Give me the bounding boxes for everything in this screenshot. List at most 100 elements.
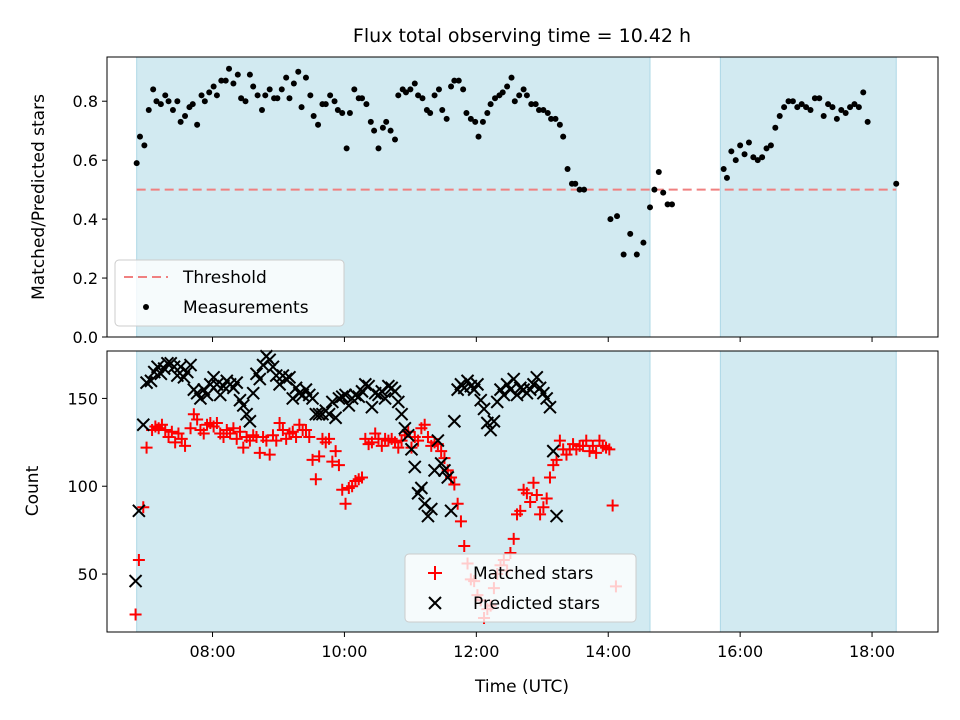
matched-star-point bbox=[448, 478, 461, 491]
legend-threshold-label: Threshold bbox=[182, 268, 267, 288]
predicted-star-point bbox=[506, 372, 521, 386]
measurement-point bbox=[283, 74, 290, 81]
matched-star-point bbox=[524, 496, 537, 509]
measurement-point bbox=[472, 118, 479, 125]
measurement-point bbox=[741, 151, 748, 158]
measurement-point bbox=[655, 168, 662, 175]
measurement-point bbox=[136, 133, 143, 140]
x-tick-label: 12:00 bbox=[453, 642, 499, 661]
measurement-point bbox=[463, 110, 470, 116]
measurement-point bbox=[246, 71, 253, 78]
measurement-point bbox=[504, 83, 511, 90]
measurement-point bbox=[627, 230, 634, 237]
measurement-point bbox=[359, 95, 366, 102]
bottom-legend: Matched stars Predicted stars bbox=[404, 553, 637, 623]
predicted-star-point bbox=[132, 504, 146, 518]
matched-star-point bbox=[365, 436, 378, 449]
measurement-point bbox=[664, 201, 671, 208]
legend-measurements-label: Measurements bbox=[183, 298, 309, 318]
matched-star-point bbox=[253, 446, 266, 459]
matched-star-point bbox=[606, 499, 619, 512]
measurement-point bbox=[286, 95, 293, 102]
matched-star-point bbox=[540, 492, 553, 505]
matched-star-point bbox=[175, 432, 188, 445]
matched-star-point bbox=[520, 487, 533, 500]
measurement-point bbox=[540, 107, 547, 114]
matched-star-point bbox=[435, 445, 448, 458]
measurement-point bbox=[499, 89, 506, 96]
measurement-point bbox=[511, 98, 518, 105]
measurement-point bbox=[153, 98, 160, 105]
observing-window-band bbox=[719, 56, 897, 338]
measurement-point bbox=[767, 142, 774, 149]
top-x-ticks bbox=[212, 337, 873, 342]
predicted-star-point bbox=[444, 504, 458, 518]
measurement-point bbox=[723, 174, 730, 181]
predicted-star-point bbox=[414, 481, 429, 495]
matched-star-point bbox=[227, 422, 240, 435]
top-axes-frame bbox=[106, 56, 939, 338]
measurement-point bbox=[238, 95, 245, 102]
measurement-point bbox=[842, 110, 849, 116]
measurement-point bbox=[407, 86, 414, 93]
measurement-point bbox=[387, 127, 394, 134]
matched-star-point bbox=[339, 497, 352, 510]
measurement-point bbox=[157, 101, 164, 108]
matched-star-point bbox=[418, 418, 431, 431]
x-tick-label: 08:00 bbox=[189, 642, 235, 661]
y-tick-label: 0.0 bbox=[73, 328, 98, 347]
measurement-point bbox=[182, 112, 189, 119]
measurement-point bbox=[460, 86, 467, 93]
matched-star-point bbox=[590, 446, 603, 459]
measurement-point bbox=[660, 189, 667, 196]
measurement-point bbox=[435, 86, 442, 93]
predicted-star-point bbox=[424, 502, 438, 516]
measurement-point bbox=[174, 98, 181, 105]
matched-star-point bbox=[514, 504, 527, 517]
measurement-point bbox=[668, 201, 675, 208]
matched-star-point bbox=[237, 441, 250, 454]
legend-measurements-swatch bbox=[143, 304, 149, 310]
measurement-point bbox=[633, 251, 640, 258]
measurement-point bbox=[367, 118, 374, 125]
predicted-star-point bbox=[160, 356, 175, 371]
measurement-point bbox=[334, 107, 341, 114]
matched-star-point bbox=[263, 448, 276, 461]
predicted-star-point bbox=[404, 442, 419, 457]
measurement-point bbox=[864, 118, 871, 125]
measurement-point bbox=[532, 101, 539, 108]
matched-star-point bbox=[534, 508, 547, 521]
measurement-point bbox=[794, 104, 801, 111]
measurement-point bbox=[564, 166, 571, 172]
x-tick-label: 10:00 bbox=[321, 642, 367, 661]
matched-star-point bbox=[543, 471, 556, 484]
measurement-point bbox=[528, 101, 535, 108]
x-tick-label: 18:00 bbox=[849, 642, 895, 661]
predicted-star-point bbox=[338, 388, 353, 402]
measurement-point bbox=[479, 118, 486, 125]
matched-star-point bbox=[270, 434, 283, 447]
measurement-point bbox=[576, 186, 583, 193]
measurement-point bbox=[720, 166, 727, 172]
measurement-point bbox=[614, 213, 621, 220]
measurement-point bbox=[798, 101, 805, 108]
matched-star-point bbox=[165, 425, 178, 438]
measurement-point bbox=[201, 98, 208, 105]
measurement-point bbox=[620, 251, 627, 258]
measurement-point bbox=[785, 98, 792, 105]
predicted-star-point bbox=[328, 411, 343, 425]
measurement-point bbox=[732, 157, 739, 164]
predicted-star-point bbox=[394, 407, 409, 421]
measurement-point bbox=[266, 86, 273, 93]
measurement-point bbox=[750, 154, 757, 161]
measurement-point bbox=[803, 104, 810, 111]
predicted-star-point bbox=[388, 384, 402, 399]
measurement-point bbox=[258, 107, 265, 114]
measurement-point bbox=[363, 101, 370, 108]
matched-star-point bbox=[313, 450, 326, 463]
measurement-point bbox=[411, 80, 418, 87]
matched-star-point bbox=[603, 443, 616, 456]
measurement-point bbox=[218, 77, 225, 84]
measurement-point bbox=[343, 145, 350, 152]
